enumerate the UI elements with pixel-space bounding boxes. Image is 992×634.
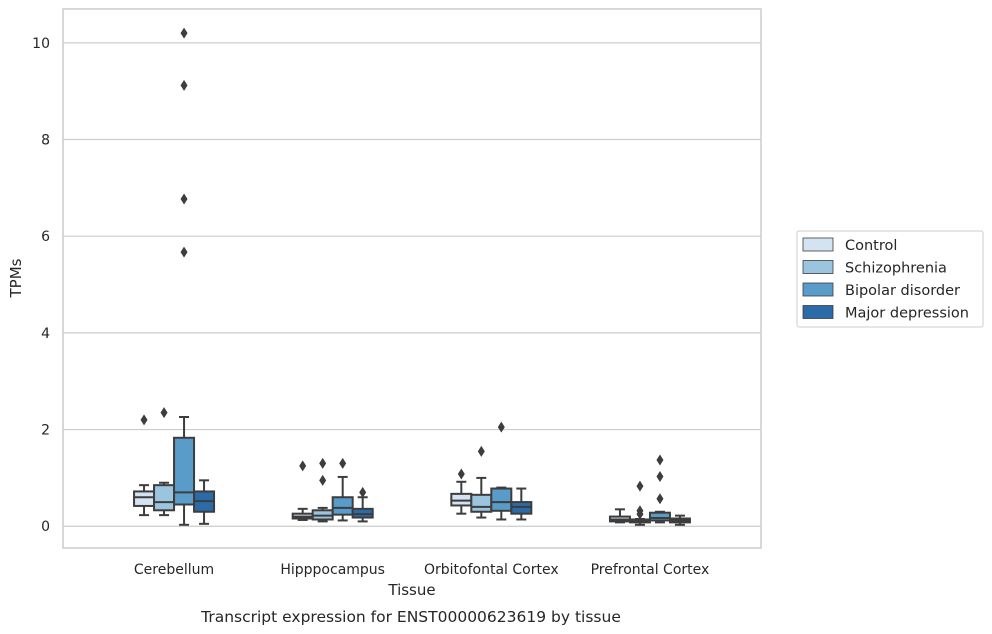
y-axis-title: TPMs xyxy=(7,258,25,298)
outlier-point xyxy=(339,457,347,469)
box-iqr xyxy=(490,487,513,512)
chart-caption: Transcript expression for ENST0000062361… xyxy=(200,608,621,626)
outlier-point xyxy=(656,470,664,482)
y-tick-label: 0 xyxy=(41,519,50,535)
box-3-0 xyxy=(193,479,216,525)
outlier-point xyxy=(656,454,664,466)
outlier-point xyxy=(180,27,188,39)
outlier-point xyxy=(299,460,307,472)
box-1-3 xyxy=(628,480,651,526)
outlier-point xyxy=(319,457,327,469)
outlier-point xyxy=(180,193,188,205)
legend-label: Schizophrenia xyxy=(845,261,947,277)
box-iqr xyxy=(470,493,493,513)
legend: Control Schizophrenia Bipolar disorder Majo… xyxy=(796,230,984,328)
y-tick-label: 2 xyxy=(41,423,50,439)
box-0-1 xyxy=(291,460,314,521)
box-1-1 xyxy=(311,457,334,523)
plot-area-frame xyxy=(62,8,762,549)
box-1-2 xyxy=(470,445,493,519)
legend-swatch xyxy=(802,282,834,297)
grid-lines xyxy=(63,42,761,527)
x-tick-labels: Cerebellum Hipppocampus Orbitofontal Corte… xyxy=(134,562,709,578)
box-iqr xyxy=(331,496,354,516)
legend-frame xyxy=(796,230,984,328)
outlier-point xyxy=(180,79,188,91)
legend-label: Bipolar disorder xyxy=(845,283,960,299)
box-2-3 xyxy=(648,454,671,524)
box-iqr xyxy=(648,511,671,522)
box-iqr xyxy=(153,484,176,512)
box-3-2 xyxy=(510,487,533,521)
x-tick-label: Cerebellum xyxy=(134,562,214,578)
box-0-2 xyxy=(450,468,473,515)
legend-swatch xyxy=(802,260,834,274)
box-2-0 xyxy=(173,27,196,526)
y-tick-label: 6 xyxy=(41,229,50,245)
boxes xyxy=(133,27,691,526)
x-tick-label: Orbitofontal Cortex xyxy=(424,562,559,578)
outlier-point xyxy=(497,421,505,433)
y-tick-label: 4 xyxy=(41,326,50,342)
legend-swatch xyxy=(802,305,834,319)
y-tick-label: 8 xyxy=(41,133,50,149)
outlier-point xyxy=(636,480,644,492)
y-tick-labels: 0 2 4 6 8 10 xyxy=(32,36,50,535)
outlier-point xyxy=(319,474,327,486)
box-2-2 xyxy=(490,421,513,521)
box-0-3 xyxy=(608,508,631,524)
outlier-point xyxy=(477,445,485,457)
box-3-3 xyxy=(668,514,691,526)
box-0-0 xyxy=(133,414,156,517)
x-tick-label: Hipppocampus xyxy=(280,562,385,578)
box-1-0 xyxy=(153,407,176,517)
box-2-1 xyxy=(331,457,354,522)
x-tick-label: Prefrontal Cortex xyxy=(591,562,710,578)
outlier-point xyxy=(160,407,168,419)
outlier-point xyxy=(140,414,148,426)
outlier-point xyxy=(636,505,644,517)
box-iqr xyxy=(133,490,156,507)
legend-label: Control xyxy=(845,238,897,254)
x-axis-title: Tissue xyxy=(387,581,435,599)
box-3-1 xyxy=(351,486,374,523)
outlier-point xyxy=(180,246,188,258)
outlier-point xyxy=(656,493,664,505)
y-tick-label: 10 xyxy=(32,36,50,52)
legend-label: Major depression xyxy=(845,306,969,322)
outlier-point xyxy=(457,468,465,480)
outlier-point xyxy=(359,486,367,498)
legend-swatch xyxy=(802,237,834,252)
box-iqr xyxy=(173,436,196,506)
